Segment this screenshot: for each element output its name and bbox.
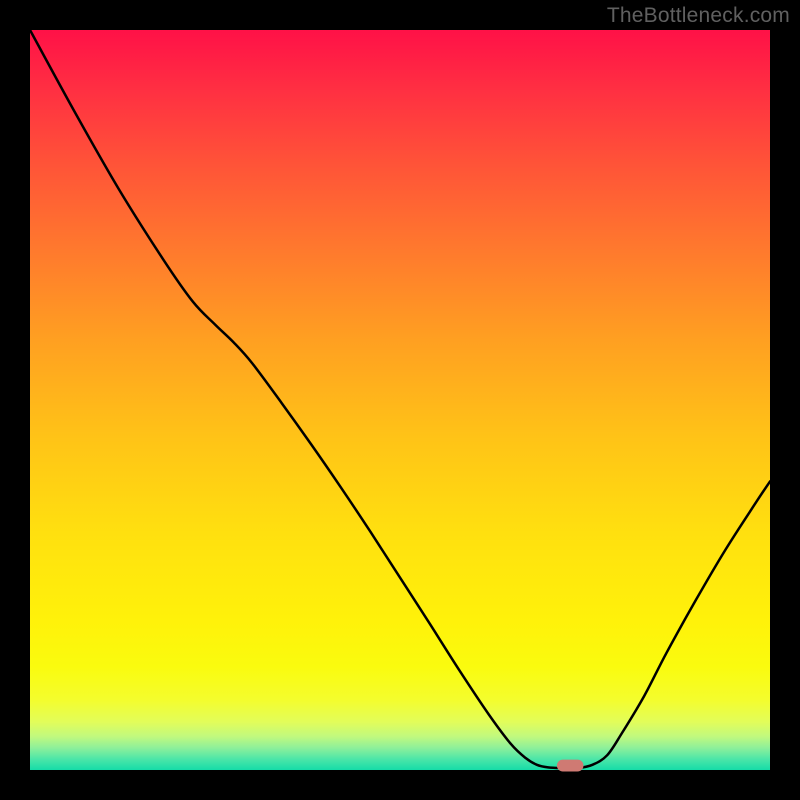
optimal-marker — [557, 760, 584, 772]
bottleneck-chart — [0, 0, 800, 800]
chart-container: TheBottleneck.com — [0, 0, 800, 800]
chart-plot-background — [30, 30, 770, 770]
watermark-label: TheBottleneck.com — [607, 4, 790, 28]
